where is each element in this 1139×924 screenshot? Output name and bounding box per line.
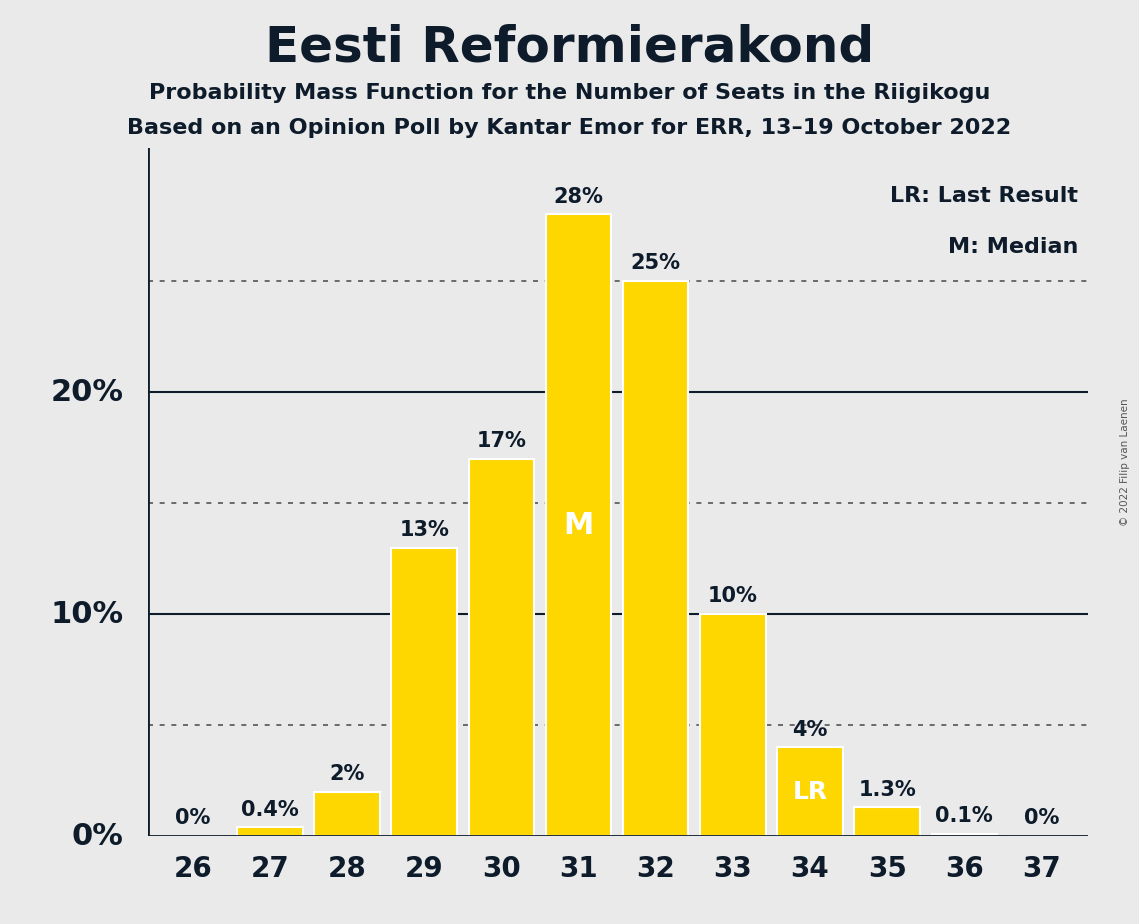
Bar <box>314 792 380 836</box>
Text: Based on an Opinion Poll by Kantar Emor for ERR, 13–19 October 2022: Based on an Opinion Poll by Kantar Emor … <box>128 118 1011 139</box>
Text: 0.4%: 0.4% <box>241 799 298 820</box>
Text: 10%: 10% <box>708 587 757 606</box>
Bar <box>392 548 457 836</box>
Text: 0.1%: 0.1% <box>935 807 993 826</box>
Bar <box>237 827 303 836</box>
Text: 2%: 2% <box>329 764 364 784</box>
Text: M: M <box>564 511 593 540</box>
Text: 0%: 0% <box>175 808 211 829</box>
Text: M: Median: M: Median <box>948 237 1079 257</box>
Text: LR: Last Result: LR: Last Result <box>891 186 1079 206</box>
Bar <box>777 748 843 836</box>
Bar <box>700 614 765 836</box>
Text: 25%: 25% <box>631 253 681 274</box>
Text: 1.3%: 1.3% <box>859 780 916 799</box>
Text: 0%: 0% <box>72 821 123 851</box>
Bar <box>932 834 997 836</box>
Text: 13%: 13% <box>400 520 449 540</box>
Bar <box>468 458 534 836</box>
Text: Probability Mass Function for the Number of Seats in the Riigikogu: Probability Mass Function for the Number… <box>149 83 990 103</box>
Text: © 2022 Filip van Laenen: © 2022 Filip van Laenen <box>1121 398 1130 526</box>
Text: 17%: 17% <box>476 431 526 451</box>
Bar <box>854 808 920 836</box>
Text: 0%: 0% <box>1024 808 1059 829</box>
Text: 4%: 4% <box>793 720 828 739</box>
Bar <box>623 281 688 836</box>
Text: 10%: 10% <box>50 600 123 628</box>
Text: LR: LR <box>793 780 828 804</box>
Text: 20%: 20% <box>50 378 123 407</box>
Bar <box>546 214 612 836</box>
Text: Eesti Reformierakond: Eesti Reformierakond <box>265 23 874 71</box>
Text: 28%: 28% <box>554 187 604 207</box>
